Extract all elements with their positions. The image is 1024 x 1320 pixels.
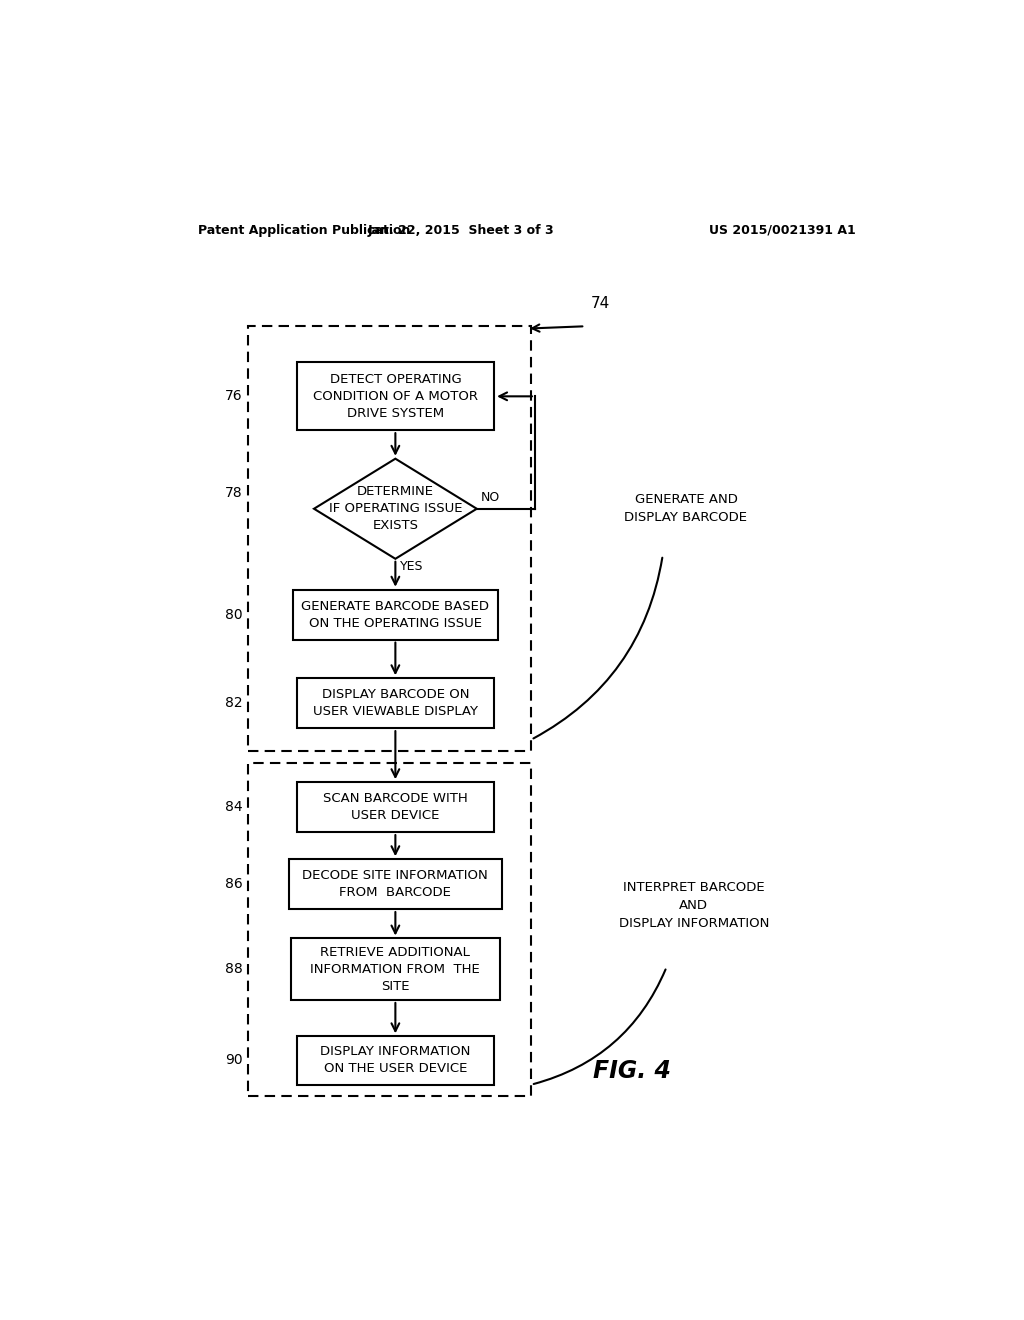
Bar <box>297 363 495 430</box>
Bar <box>291 939 500 1001</box>
Text: RETRIEVE ADDITIONAL
INFORMATION FROM  THE
SITE: RETRIEVE ADDITIONAL INFORMATION FROM THE… <box>310 945 480 993</box>
Text: 82: 82 <box>225 696 243 710</box>
Text: 88: 88 <box>225 962 243 977</box>
Text: NO: NO <box>480 491 500 504</box>
Bar <box>289 859 502 909</box>
Polygon shape <box>314 459 477 558</box>
Text: INTERPRET BARCODE
AND
DISPLAY INFORMATION: INTERPRET BARCODE AND DISPLAY INFORMATIO… <box>618 880 769 929</box>
Text: 80: 80 <box>225 607 243 622</box>
Text: Jan. 22, 2015  Sheet 3 of 3: Jan. 22, 2015 Sheet 3 of 3 <box>368 223 555 236</box>
Bar <box>297 678 495 729</box>
Bar <box>248 326 531 751</box>
Text: 74: 74 <box>591 296 610 310</box>
Text: 76: 76 <box>225 389 243 404</box>
Text: Patent Application Publication: Patent Application Publication <box>198 223 411 236</box>
Text: 84: 84 <box>225 800 243 814</box>
Text: GENERATE BARCODE BASED
ON THE OPERATING ISSUE: GENERATE BARCODE BASED ON THE OPERATING … <box>301 599 489 630</box>
Text: DISPLAY INFORMATION
ON THE USER DEVICE: DISPLAY INFORMATION ON THE USER DEVICE <box>321 1045 471 1076</box>
Text: US 2015/0021391 A1: US 2015/0021391 A1 <box>710 223 856 236</box>
Text: DETECT OPERATING
CONDITION OF A MOTOR
DRIVE SYSTEM: DETECT OPERATING CONDITION OF A MOTOR DR… <box>313 372 478 420</box>
Text: DETERMINE
IF OPERATING ISSUE
EXISTS: DETERMINE IF OPERATING ISSUE EXISTS <box>329 486 462 532</box>
Bar <box>297 1036 495 1085</box>
Bar <box>248 763 531 1096</box>
Text: FIG. 4: FIG. 4 <box>593 1059 671 1082</box>
Text: 78: 78 <box>225 486 243 500</box>
Text: DISPLAY BARCODE ON
USER VIEWABLE DISPLAY: DISPLAY BARCODE ON USER VIEWABLE DISPLAY <box>313 688 478 718</box>
Text: DECODE SITE INFORMATION
FROM  BARCODE: DECODE SITE INFORMATION FROM BARCODE <box>302 869 488 899</box>
Text: YES: YES <box>400 561 424 573</box>
Text: 86: 86 <box>225 876 243 891</box>
Text: SCAN BARCODE WITH
USER DEVICE: SCAN BARCODE WITH USER DEVICE <box>323 792 468 822</box>
Bar <box>293 590 498 640</box>
Text: GENERATE AND
DISPLAY BARCODE: GENERATE AND DISPLAY BARCODE <box>625 494 748 524</box>
Bar <box>297 781 495 832</box>
Text: 90: 90 <box>225 1053 243 1068</box>
